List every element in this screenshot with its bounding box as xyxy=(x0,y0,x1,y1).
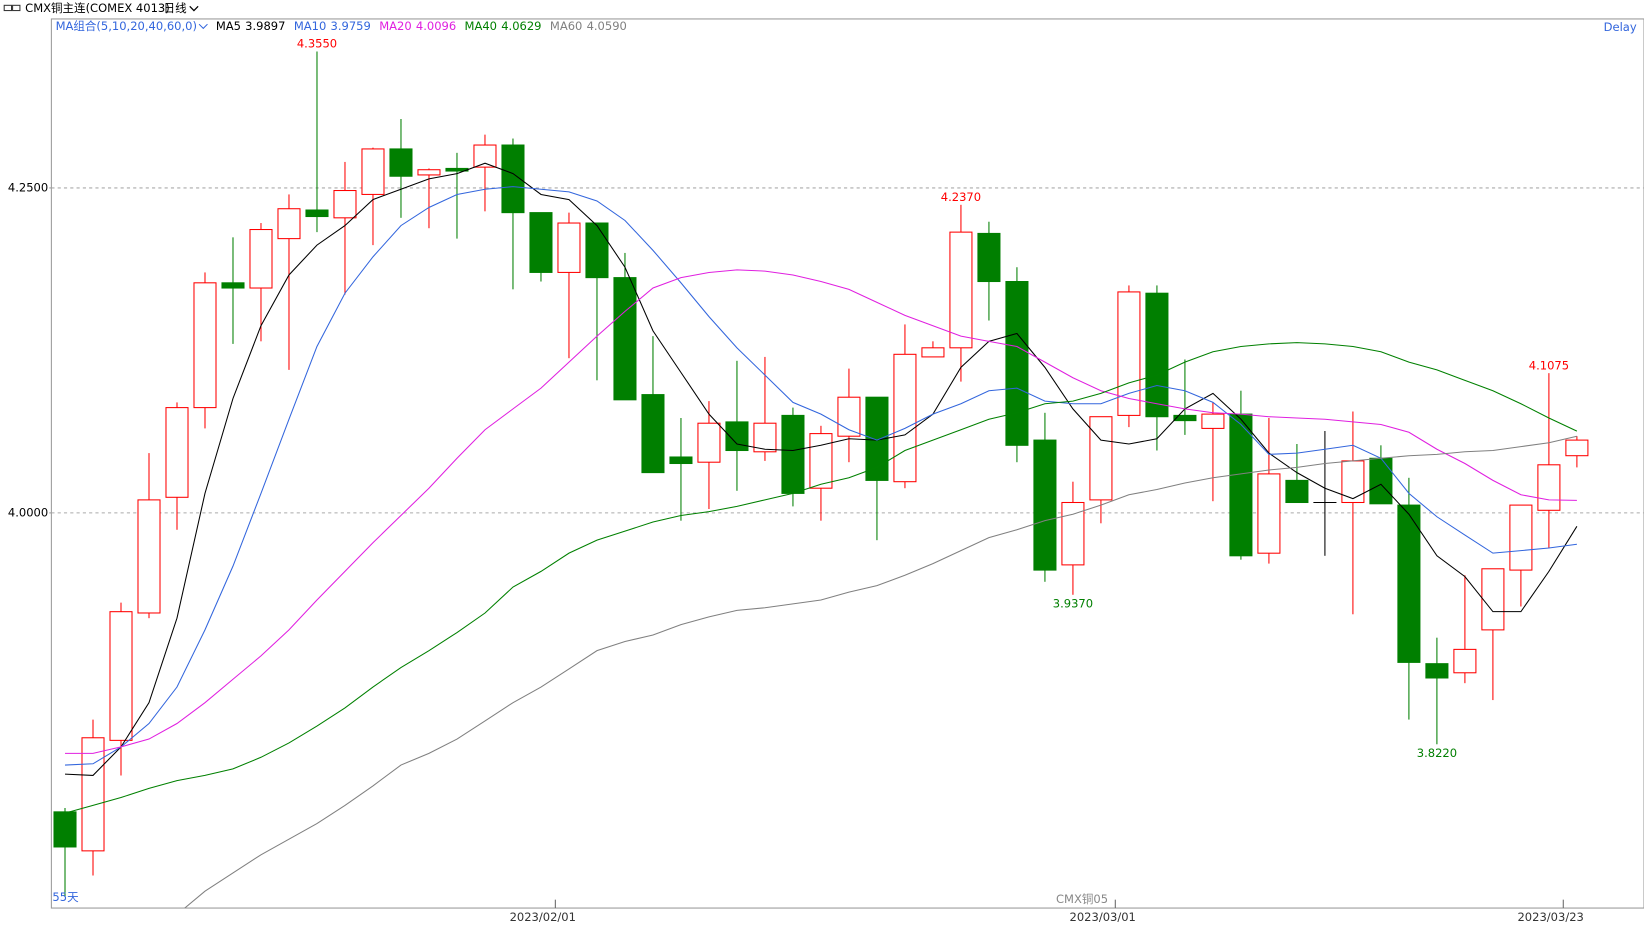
symbol-icon xyxy=(3,4,21,12)
candle-body xyxy=(921,347,945,358)
range-label: 55天 xyxy=(52,890,79,904)
candle-body xyxy=(669,456,693,465)
high-label: 4.1075 xyxy=(1529,358,1569,372)
candle-body xyxy=(1397,504,1421,663)
candle-body xyxy=(53,811,77,848)
candle-body xyxy=(1285,479,1309,504)
candle-body xyxy=(949,231,973,349)
candle-body xyxy=(725,421,749,452)
candle-body xyxy=(865,396,889,481)
candle-body xyxy=(1089,416,1113,501)
candle-body xyxy=(193,282,217,409)
candle-body xyxy=(893,353,917,483)
candle-body xyxy=(529,212,553,273)
legend-value: 4.0590 xyxy=(587,19,627,33)
y-tick-label: 4.0000 xyxy=(8,505,48,519)
legend-name: MA40 xyxy=(465,19,497,33)
candle-body xyxy=(837,396,861,437)
candle-body xyxy=(585,222,609,279)
candle-body xyxy=(697,422,721,463)
candle-body xyxy=(277,208,301,240)
high-label: 4.2370 xyxy=(941,190,981,204)
legend-name: MA5 xyxy=(216,19,241,33)
candle-body xyxy=(333,190,357,219)
candle-body xyxy=(361,148,385,195)
plot-frame xyxy=(50,18,1644,909)
candle-body xyxy=(557,222,581,273)
legend-value: 3.9759 xyxy=(331,19,371,33)
period-dropdown-arrow[interactable] xyxy=(189,5,199,12)
x-tick-label: 2023/03/01 xyxy=(1070,910,1136,924)
candle-body xyxy=(809,433,833,489)
candle-body xyxy=(1509,504,1533,571)
low-label: 3.8220 xyxy=(1417,746,1457,760)
legend-value: 3.9897 xyxy=(245,19,285,33)
candle-body xyxy=(109,611,133,741)
candle-body xyxy=(781,414,805,494)
ma-line xyxy=(65,269,1577,754)
candle-body xyxy=(1369,457,1393,505)
candle-body xyxy=(1229,413,1253,557)
candle-body xyxy=(1173,414,1197,422)
candle-body xyxy=(613,277,637,401)
candle-body xyxy=(1005,280,1029,446)
candle-body xyxy=(249,229,273,289)
candle-body xyxy=(1145,292,1169,418)
ma-line xyxy=(64,162,1578,776)
candle-body xyxy=(501,144,525,214)
legend-name: MA20 xyxy=(379,19,411,33)
candle-body xyxy=(1453,648,1477,674)
candle-body xyxy=(165,407,189,498)
candle-body xyxy=(389,148,413,177)
period-selector[interactable]: 日线 xyxy=(164,1,188,15)
y-tick-label: 4.2500 xyxy=(8,180,48,194)
ma-line xyxy=(64,186,1577,766)
candle-body xyxy=(417,169,441,176)
legend-value: 4.0096 xyxy=(416,19,456,33)
candle-body xyxy=(473,144,497,168)
candle-body xyxy=(1565,439,1589,457)
candle-body xyxy=(1537,464,1561,511)
low-label: 3.9370 xyxy=(1053,597,1093,611)
x-tick-label: 2023/02/01 xyxy=(510,910,576,924)
candle-body xyxy=(81,737,105,852)
candle-body xyxy=(1201,413,1225,429)
plot-content xyxy=(51,51,1644,909)
ma-dropdown-arrow xyxy=(198,23,208,30)
candle-body xyxy=(1257,473,1281,554)
candle-body xyxy=(305,209,329,218)
candle-body xyxy=(1425,663,1449,679)
candle-body xyxy=(753,422,777,453)
candle-body xyxy=(1481,568,1505,631)
legend-name: MA60 xyxy=(550,19,582,33)
candle-body xyxy=(137,499,161,614)
delay-flag: Delay xyxy=(1604,20,1637,34)
candle-body xyxy=(641,394,665,474)
ma-group-selector[interactable]: MA组合(5,10,20,40,60,0) xyxy=(56,19,197,33)
ma-line xyxy=(64,342,1578,814)
symbol-name: CMX铜主连(COMEX 4013) xyxy=(25,1,170,15)
legend-name: MA10 xyxy=(294,19,326,33)
candle-body xyxy=(977,232,1001,283)
high-label: 4.3550 xyxy=(297,37,337,51)
candle-body xyxy=(1033,439,1057,571)
ma-line xyxy=(183,435,1578,909)
contract-label: CMX铜05 xyxy=(1056,892,1108,906)
candle-body xyxy=(221,282,245,289)
candle-body xyxy=(1061,501,1085,566)
x-tick-label: 2023/03/23 xyxy=(1517,910,1583,924)
legend-value: 4.0629 xyxy=(501,19,541,33)
